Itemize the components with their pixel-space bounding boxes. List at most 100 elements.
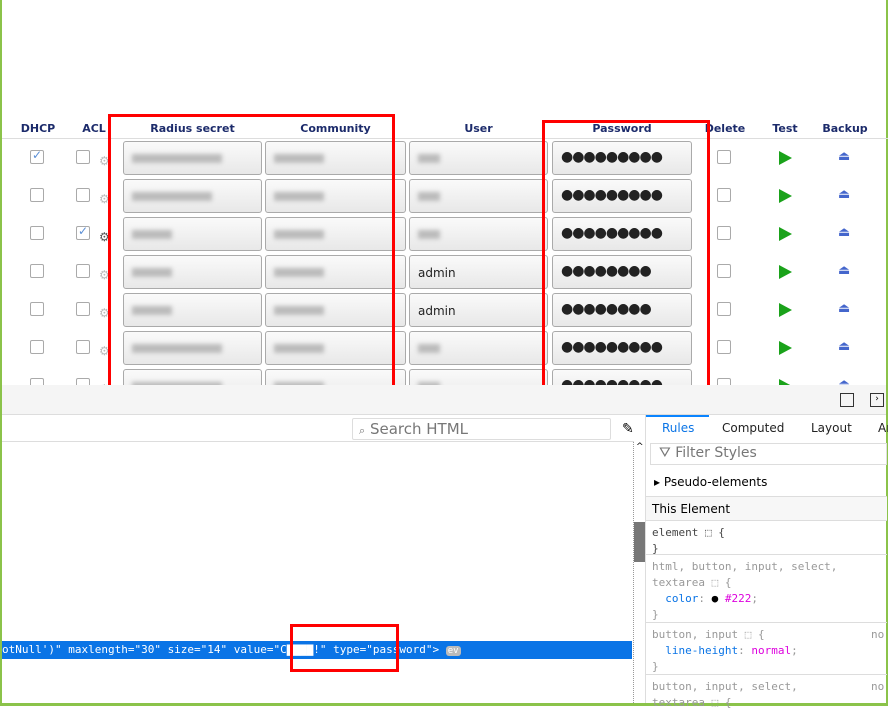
scrollbar-thumb[interactable] [634,522,646,562]
user-input[interactable] [409,179,548,213]
header-acl: ACL [82,122,106,135]
eyedropper-icon[interactable]: ✎ [622,421,634,437]
gear-icon[interactable]: ⚙ [99,344,110,358]
gear-icon[interactable]: ⚙ [99,268,110,282]
console-icon[interactable]: › [870,393,884,407]
password-input[interactable]: ●●●●●●●●● [552,217,692,251]
radius-secret-input[interactable] [123,331,262,365]
header-test: Test [772,122,798,135]
radius-secret-input[interactable] [123,293,262,327]
backup-icon[interactable]: ⏏ [838,263,851,278]
dhcp-checkbox[interactable] [30,188,44,202]
community-input[interactable] [265,179,406,213]
header-delete: Delete [704,122,746,135]
play-icon[interactable] [779,227,792,241]
redacted-value [418,154,440,163]
backup-icon[interactable]: ⏏ [838,339,851,354]
tab-rules[interactable]: Rules [662,421,695,435]
play-icon[interactable] [779,151,792,165]
delete-checkbox[interactable] [717,150,731,164]
rule-html-input: html, button, input, select, textarea ⬚ {… [646,555,887,623]
devtools-toolbar: › [2,385,886,415]
community-input[interactable] [265,331,406,365]
delete-checkbox[interactable] [717,302,731,316]
dhcp-checkbox[interactable] [30,148,44,164]
search-html-input[interactable]: ⌕ Search HTML [352,418,611,440]
radius-secret-input[interactable] [123,217,262,251]
password-input[interactable]: ●●●●●●●● [552,255,692,289]
redacted-value [274,230,324,239]
radius-secret-input[interactable] [123,255,262,289]
play-icon[interactable] [779,265,792,279]
dock-layout-icon[interactable] [840,393,854,407]
play-icon[interactable] [779,303,792,317]
event-badge[interactable]: ev [445,646,461,656]
delete-checkbox[interactable] [717,264,731,278]
play-icon[interactable] [779,341,792,355]
highlight-box [542,120,710,389]
search-icon: ⌕ [359,424,366,437]
backup-icon[interactable]: ⏏ [838,187,851,202]
selected-html-node[interactable]: otNull')" maxlength="30" size="14" value… [2,641,632,659]
gear-icon[interactable]: ⚙ [99,192,110,206]
user-input[interactable] [409,141,548,175]
redacted-value [274,154,324,163]
password-input[interactable]: ●●●●●●●● [552,293,692,327]
header-community: Community [300,122,371,135]
radius-secret-input[interactable] [123,141,262,175]
radius-secret-input[interactable] [123,179,262,213]
rule-button-input: button, input ⬚ { line-height: normal;} n… [646,623,887,675]
backup-icon[interactable]: ⏏ [838,225,851,240]
acl-checkbox[interactable] [76,224,90,240]
acl-checkbox[interactable] [76,264,90,278]
user-input[interactable]: admin [409,255,548,289]
scrollbar[interactable]: ^ [633,442,646,703]
password-input[interactable]: ●●●●●●●●● [552,179,692,213]
delete-checkbox[interactable] [717,340,731,354]
this-element-header: This Element [646,497,887,521]
acl-checkbox[interactable] [76,302,90,316]
pseudo-elements-toggle[interactable]: ▸ Pseudo-elements [646,469,887,497]
redacted-value [132,306,172,315]
tab-layout[interactable]: Layout [811,421,852,435]
rule-element: element ⬚ {} [646,521,887,555]
password-input[interactable]: ●●●●●●●●● [552,141,692,175]
divider [2,441,634,442]
backup-icon[interactable]: ⏏ [838,301,851,316]
redacted-value [418,192,440,201]
redacted-value [132,230,172,239]
gear-icon[interactable]: ⚙ [99,154,110,168]
dhcp-checkbox[interactable] [30,302,44,316]
header-backup: Backup [822,122,868,135]
play-icon[interactable] [779,189,792,203]
dhcp-checkbox[interactable] [30,226,44,240]
password-input[interactable]: ●●●●●●●●● [552,331,692,365]
delete-checkbox[interactable] [717,188,731,202]
header-user: User [464,122,493,135]
gear-icon[interactable]: ⚙ [99,306,110,320]
backup-icon[interactable]: ⏏ [838,149,851,164]
community-input[interactable] [265,293,406,327]
delete-checkbox[interactable] [717,226,731,240]
redacted-value [274,192,324,201]
user-input[interactable] [409,331,548,365]
redacted-value [132,344,222,353]
user-input[interactable] [409,217,548,251]
header-password: Password [592,122,652,135]
acl-checkbox[interactable] [76,150,90,164]
community-input[interactable] [265,141,406,175]
dhcp-checkbox[interactable] [30,264,44,278]
tab-animations[interactable]: An [878,421,888,435]
gear-icon[interactable]: ⚙ [99,230,110,244]
user-input[interactable]: admin [409,293,548,327]
rule-button-select: button, input, select, textarea ⬚ {no [652,680,885,709]
acl-checkbox[interactable] [76,188,90,202]
redacted-value [274,306,324,315]
community-input[interactable] [265,255,406,289]
filter-styles-input[interactable]: ⛛ Filter Styles [650,443,887,465]
highlight-box [108,114,395,389]
community-input[interactable] [265,217,406,251]
dhcp-checkbox[interactable] [30,340,44,354]
acl-checkbox[interactable] [76,340,90,354]
tab-computed[interactable]: Computed [722,421,785,435]
